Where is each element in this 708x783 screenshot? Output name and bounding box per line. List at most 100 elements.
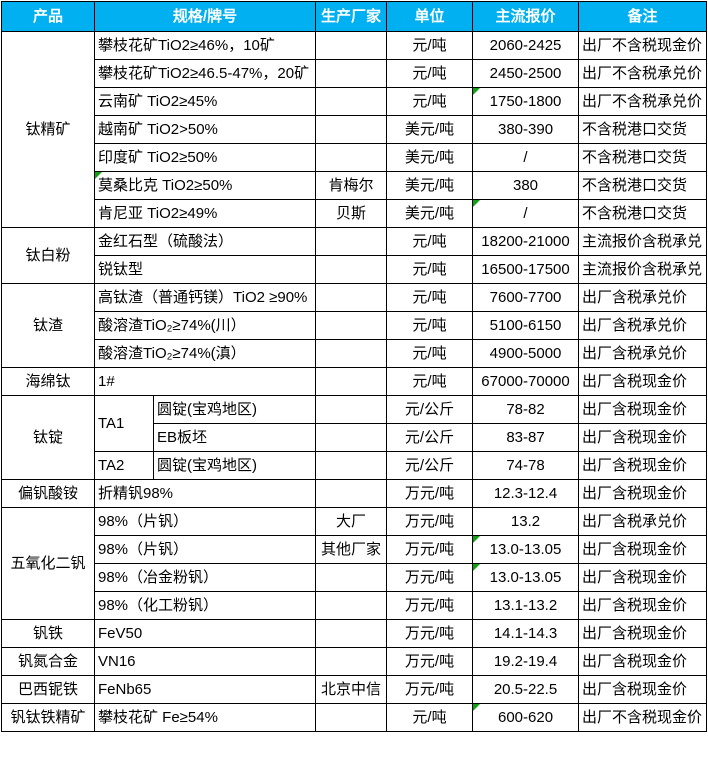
manufacturer-cell[interactable]: 其他厂家 [315, 535, 388, 564]
note-cell[interactable]: 出厂含税现金价 [578, 563, 708, 592]
price-cell[interactable]: 2450-2500 [472, 59, 580, 88]
note-cell[interactable]: 出厂不含税现金价 [578, 31, 708, 60]
price-cell[interactable]: 12.3-12.4 [472, 479, 580, 508]
header-unit[interactable]: 单位 [386, 1, 474, 32]
product-cell[interactable]: 海绵钛 [1, 367, 95, 396]
spec-cell[interactable]: 98%（冶金粉钒） [93, 563, 317, 592]
manufacturer-cell[interactable] [315, 367, 388, 396]
manufacturer-cell[interactable] [315, 423, 388, 452]
manufacturer-cell[interactable] [315, 395, 388, 424]
note-cell[interactable]: 出厂含税现金价 [578, 479, 708, 508]
unit-cell[interactable]: 万元/吨 [386, 563, 474, 592]
unit-cell[interactable]: 元/吨 [386, 703, 474, 732]
unit-cell[interactable]: 万元/吨 [386, 535, 474, 564]
price-cell[interactable]: / [472, 143, 580, 172]
unit-cell[interactable]: 元/吨 [386, 367, 474, 396]
header-note[interactable]: 备注 [578, 1, 708, 32]
note-cell[interactable]: 出厂含税现金价 [578, 619, 708, 648]
price-cell[interactable]: / [472, 199, 580, 228]
product-cell[interactable]: 钛锭 [1, 395, 95, 480]
unit-cell[interactable]: 元/公斤 [386, 395, 474, 424]
price-cell[interactable]: 13.1-13.2 [472, 591, 580, 620]
note-cell[interactable]: 出厂含税现金价 [578, 535, 708, 564]
spec-cell[interactable]: 高钛渣（普通钙镁）TiO2 ≥90% [93, 283, 317, 312]
spec-cell[interactable]: 越南矿 TiO2>50% [93, 115, 317, 144]
manufacturer-cell[interactable]: 肯梅尔 [315, 171, 388, 200]
note-cell[interactable]: 不含税港口交货 [578, 115, 708, 144]
spec-cell[interactable]: 折精钒98% [93, 479, 317, 508]
spec-type-cell[interactable]: 圆锭(宝鸡地区) [152, 395, 317, 424]
unit-cell[interactable]: 元/吨 [386, 311, 474, 340]
price-cell[interactable]: 20.5-22.5 [472, 675, 580, 704]
product-cell[interactable]: 钒铁 [1, 619, 95, 648]
header-manufacturer[interactable]: 生产厂家 [315, 1, 388, 32]
note-cell[interactable]: 出厂不含税承兑价 [578, 87, 708, 116]
spec-cell[interactable]: 98%（片钒） [93, 507, 317, 536]
unit-cell[interactable]: 元/吨 [386, 339, 474, 368]
price-cell[interactable]: 19.2-19.4 [472, 647, 580, 676]
price-cell[interactable]: 1750-1800 [472, 87, 580, 116]
price-cell[interactable]: 67000-70000 [472, 367, 580, 396]
unit-cell[interactable]: 美元/吨 [386, 143, 474, 172]
price-cell[interactable]: 4900-5000 [472, 339, 580, 368]
manufacturer-cell[interactable] [315, 227, 388, 256]
spec-cell[interactable]: 攀枝花矿 Fe≥54% [93, 703, 317, 732]
price-cell[interactable]: 5100-6150 [472, 311, 580, 340]
price-cell[interactable]: 13.0-13.05 [472, 563, 580, 592]
price-cell[interactable]: 14.1-14.3 [472, 619, 580, 648]
unit-cell[interactable]: 元/公斤 [386, 423, 474, 452]
unit-cell[interactable]: 美元/吨 [386, 115, 474, 144]
product-cell[interactable]: 钛精矿 [1, 31, 95, 228]
note-cell[interactable]: 主流报价含税承兑 [578, 227, 708, 256]
spec-cell[interactable]: 印度矿 TiO2≥50% [93, 143, 317, 172]
product-cell[interactable]: 钛白粉 [1, 227, 95, 284]
spec-cell[interactable]: 98%（片钒） [93, 535, 317, 564]
manufacturer-cell[interactable] [315, 115, 388, 144]
price-cell[interactable]: 78-82 [472, 395, 580, 424]
note-cell[interactable]: 出厂含税现金价 [578, 367, 708, 396]
note-cell[interactable]: 出厂不含税现金价 [578, 703, 708, 732]
price-cell[interactable]: 18200-21000 [472, 227, 580, 256]
price-cell[interactable]: 16500-17500 [472, 255, 580, 284]
note-cell[interactable]: 出厂含税承兑价 [578, 339, 708, 368]
price-cell[interactable]: 2060-2425 [472, 31, 580, 60]
note-cell[interactable]: 出厂含税现金价 [578, 395, 708, 424]
note-cell[interactable]: 出厂含税现金价 [578, 451, 708, 480]
manufacturer-cell[interactable] [315, 591, 388, 620]
spec-type-cell[interactable]: 圆锭(宝鸡地区) [152, 451, 317, 480]
unit-cell[interactable]: 万元/吨 [386, 507, 474, 536]
unit-cell[interactable]: 万元/吨 [386, 675, 474, 704]
header-spec[interactable]: 规格/牌号 [93, 1, 317, 32]
product-cell[interactable]: 钒钛铁精矿 [1, 703, 95, 732]
note-cell[interactable]: 出厂含税承兑价 [578, 283, 708, 312]
spec-cell[interactable]: FeV50 [93, 619, 317, 648]
product-cell[interactable]: 偏钒酸铵 [1, 479, 95, 508]
spec-cell[interactable]: VN16 [93, 647, 317, 676]
price-cell[interactable]: 74-78 [472, 451, 580, 480]
note-cell[interactable]: 出厂含税承兑价 [578, 507, 708, 536]
note-cell[interactable]: 出厂含税承兑价 [578, 311, 708, 340]
note-cell[interactable]: 出厂含税现金价 [578, 423, 708, 452]
unit-cell[interactable]: 元/吨 [386, 255, 474, 284]
product-cell[interactable]: 巴西铌铁 [1, 675, 95, 704]
unit-cell[interactable]: 元/吨 [386, 31, 474, 60]
note-cell[interactable]: 主流报价含税承兑 [578, 255, 708, 284]
price-cell[interactable]: 380-390 [472, 115, 580, 144]
manufacturer-cell[interactable] [315, 31, 388, 60]
manufacturer-cell[interactable]: 北京中信 [315, 675, 388, 704]
spec-cell[interactable]: 莫桑比克 TiO2≥50% [93, 171, 317, 200]
product-cell[interactable]: 钛渣 [1, 283, 95, 368]
note-cell[interactable]: 不含税港口交货 [578, 143, 708, 172]
manufacturer-cell[interactable] [315, 59, 388, 88]
product-cell[interactable]: 五氧化二钒 [1, 507, 95, 620]
spec-cell[interactable]: 攀枝花矿TiO2≥46%，10矿 [93, 31, 317, 60]
note-cell[interactable]: 出厂不含税承兑价 [578, 59, 708, 88]
note-cell[interactable]: 出厂含税现金价 [578, 647, 708, 676]
spec-cell[interactable]: 酸溶渣TiO₂≥74%(川） [93, 311, 317, 340]
unit-cell[interactable]: 万元/吨 [386, 619, 474, 648]
price-cell[interactable]: 13.0-13.05 [472, 535, 580, 564]
manufacturer-cell[interactable]: 贝斯 [315, 199, 388, 228]
manufacturer-cell[interactable] [315, 451, 388, 480]
spec-grade-cell[interactable]: TA1 [94, 395, 154, 452]
unit-cell[interactable]: 元/吨 [386, 283, 474, 312]
